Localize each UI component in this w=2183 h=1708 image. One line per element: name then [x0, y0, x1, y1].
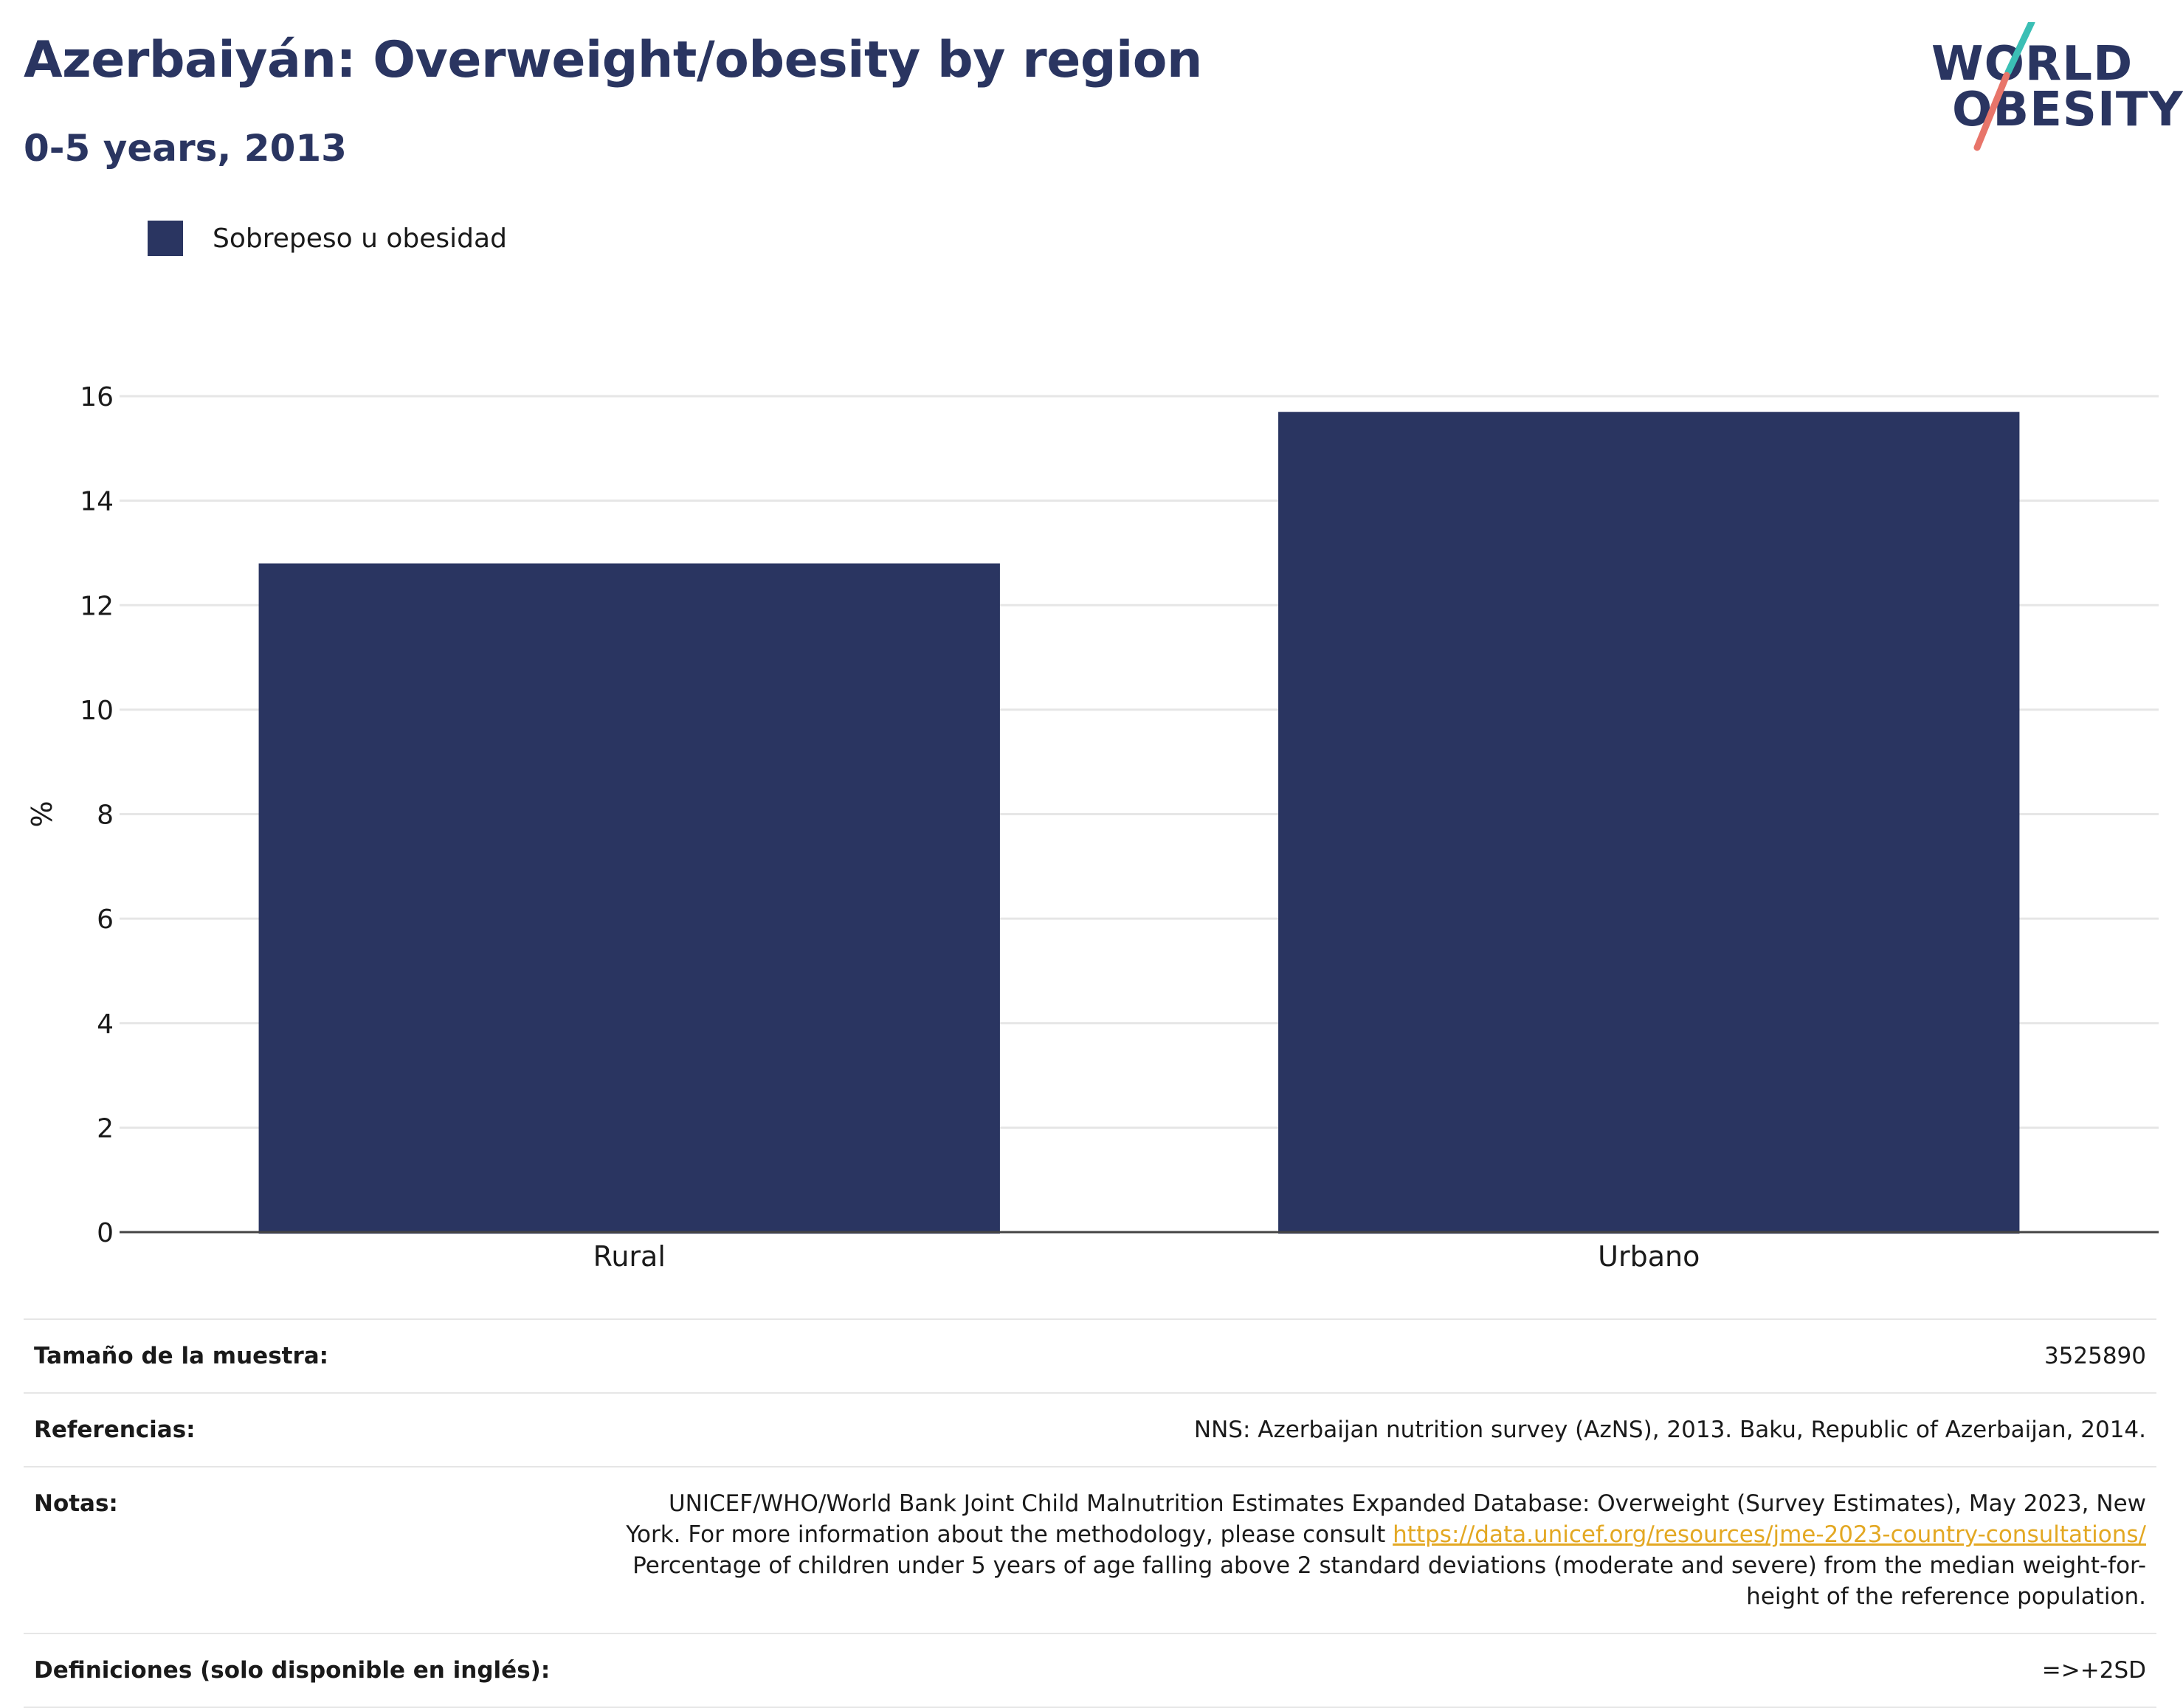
notes-text-1: UNICEF/WHO/World Bank Joint Child Malnut…	[626, 1490, 2146, 1548]
y-tick-label: 8	[97, 801, 114, 831]
notes-label: Notas:	[34, 1490, 118, 1517]
y-tick-label: 2	[97, 1113, 114, 1144]
bar	[1278, 412, 2020, 1234]
definitions-row: Definiciones (solo disponible en inglés)…	[24, 1634, 2156, 1708]
sample-size-value: 3525890	[2044, 1343, 2146, 1369]
references-value: NNS: Azerbaijan nutrition survey (AzNS),…	[1193, 1417, 2146, 1443]
y-tick-label: 16	[80, 382, 114, 412]
y-tick-label: 10	[80, 696, 114, 726]
y-tick-label: 6	[97, 905, 114, 935]
world-obesity-logo: WORLD OBESITY	[1922, 22, 2183, 151]
chart-legend: Sobrepeso u obesidad	[148, 220, 507, 257]
definitions-value: =>+2SD	[2041, 1657, 2146, 1684]
notes-link[interactable]: https://data.unicef.org/resources/jme-20…	[1393, 1521, 2146, 1548]
info-table: Tamaño de la muestra: 3525890 Referencia…	[24, 1318, 2156, 1708]
y-tick-label: 4	[97, 1009, 114, 1040]
logo-line-1: WORLD	[1931, 37, 2134, 91]
legend-swatch	[148, 221, 183, 256]
notes-text-2: Percentage of children under 5 years of …	[632, 1552, 2146, 1610]
references-row: Referencias: NNS: Azerbaijan nutrition s…	[24, 1394, 2156, 1467]
bar-chart: 0 2 4 6 8 10 12 14 16 Rural Urbano%	[26, 382, 2159, 1273]
legend-label: Sobrepeso u obesidad	[213, 223, 507, 254]
sample-size-label: Tamaño de la muestra:	[34, 1343, 329, 1369]
notes-value: UNICEF/WHO/World Bank Joint Child Malnut…	[611, 1488, 2146, 1612]
y-axis-label: %	[26, 801, 58, 827]
chart-subtitle: 0-5 years, 2013	[24, 127, 347, 170]
notes-row: Notas: UNICEF/WHO/World Bank Joint Child…	[24, 1467, 2156, 1634]
y-tick-label: 0	[97, 1218, 114, 1248]
chart-title: Azerbaiyán: Overweight/obesity by region	[24, 31, 1202, 89]
logo-slash-icon	[1973, 22, 2035, 151]
y-tick-label: 14	[80, 487, 114, 517]
sample-size-row: Tamaño de la muestra: 3525890	[24, 1320, 2156, 1394]
definitions-label: Definiciones (solo disponible en inglés)…	[34, 1657, 551, 1684]
x-tick-label: Urbano	[1598, 1240, 1700, 1273]
x-tick-label: Rural	[593, 1240, 666, 1273]
references-label: Referencias:	[34, 1417, 196, 1443]
bar	[258, 563, 1000, 1234]
y-tick-label: 12	[80, 591, 114, 621]
